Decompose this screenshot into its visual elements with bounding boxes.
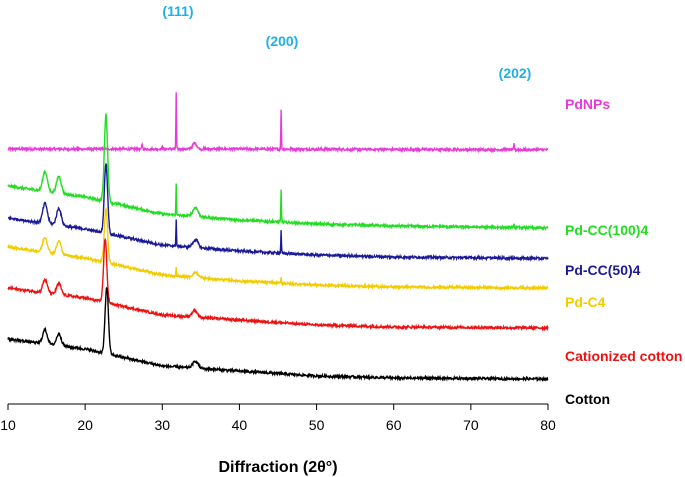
x-tick-label: 60	[386, 417, 402, 433]
x-axis-title: Diffraction (2θ°)	[218, 459, 337, 476]
x-tick-label: 70	[463, 417, 479, 433]
series-line-pd-c4	[7, 206, 549, 292]
series-label-pd-cc-100-4: Pd-CC(100)4	[565, 222, 648, 238]
series-line-pd-cc-50-4	[7, 162, 549, 262]
series-line-cotton	[7, 286, 549, 383]
series-line-cationized-cotton	[7, 237, 549, 332]
series-labels: PdNPs Pd-CC(100)4 Pd-CC(50)4 Pd-C4 Cationize…	[565, 96, 682, 407]
curves-group	[7, 92, 549, 383]
peak-annotation: (200)	[266, 33, 299, 49]
x-axis-ticks: 10 20 30 40 50 60 70 80	[0, 404, 556, 433]
peak-annotation: (202)	[499, 65, 532, 81]
x-tick-label: 80	[540, 417, 556, 433]
peak-annotation: (111)	[162, 3, 193, 19]
series-line-pd-cc-100-4	[7, 113, 549, 232]
x-tick-label: 10	[0, 417, 16, 433]
series-label-pd-c4: Pd-C4	[565, 294, 606, 310]
series-label-pd-cc-50-4: Pd-CC(50)4	[565, 262, 641, 278]
x-tick-label: 30	[154, 417, 170, 433]
peak-annotations: (111) (200) (202)	[162, 3, 531, 81]
series-label-cationized-cotton: Cationized cotton	[565, 348, 682, 364]
series-label-pdnps: PdNPs	[565, 96, 610, 112]
series-label-cotton: Cotton	[565, 391, 610, 407]
series-line-pdnps	[7, 92, 548, 154]
x-tick-label: 40	[232, 417, 248, 433]
x-tick-label: 20	[77, 417, 93, 433]
x-tick-label: 50	[309, 417, 325, 433]
